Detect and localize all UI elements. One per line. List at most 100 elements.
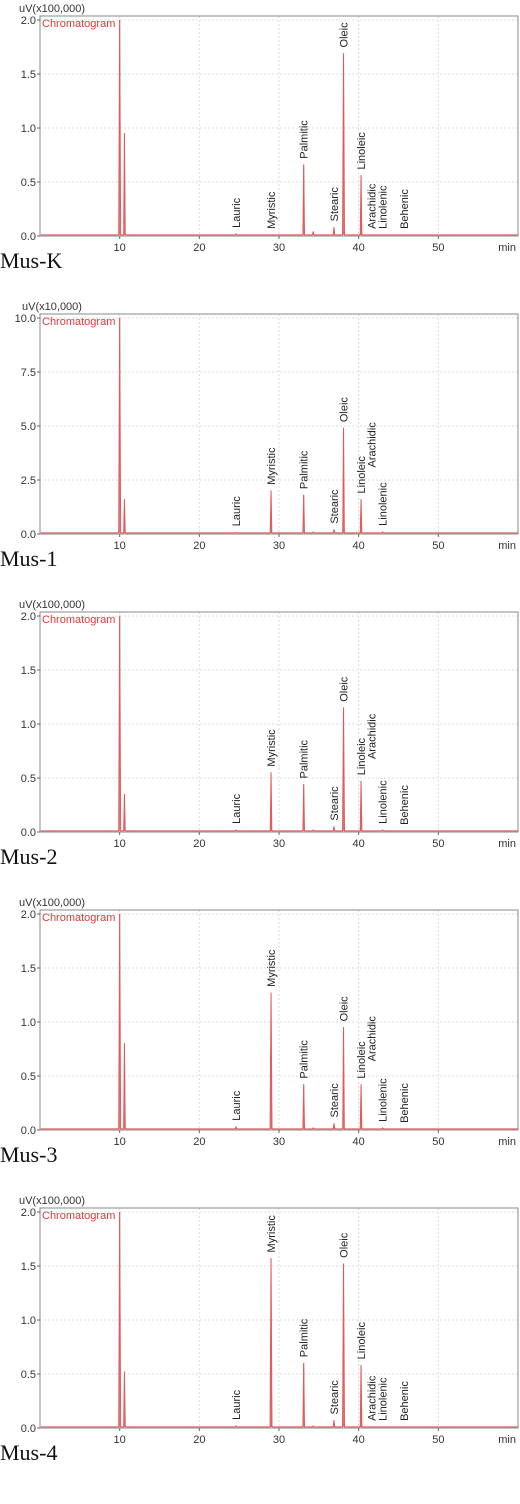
chromatogram-panel: 0.0 0.5 1.0 1.5 2.0 10 20 30 40 50 min uV(x100,000)…: [0, 1192, 520, 1490]
x-tick-label: 40: [353, 540, 365, 552]
peak-label: Linoleic: [356, 1322, 368, 1360]
y-tick-label: 1.0: [21, 1017, 36, 1029]
x-axis-label: min: [498, 540, 516, 552]
x-tick-label: 40: [353, 838, 365, 850]
y-tick-label: 1.5: [21, 665, 36, 677]
peak-label: Linolenic: [378, 780, 390, 824]
peak-label: Oleic: [339, 676, 351, 702]
y-tick-label: 0.0: [21, 231, 36, 243]
y-tick-label: 1.0: [21, 719, 36, 731]
peak-label: Palmitic: [299, 1040, 311, 1079]
x-axis-label: min: [498, 242, 516, 254]
x-tick-label: 50: [432, 838, 444, 850]
peak-label: Myristic: [266, 729, 278, 767]
peak-label: Arachidic: [366, 713, 378, 759]
peak-label: Lauric: [231, 1389, 243, 1419]
chart-svg: 0.0 0.5 1.0 1.5 2.0 10 20 30 40 50 min uV(x100,000)…: [19, 599, 519, 850]
sample-label: Mus-1: [0, 546, 58, 571]
y-unit-label: uV(x10,000): [22, 301, 82, 313]
y-tick-label: 5.0: [21, 421, 36, 433]
sample-label: Mus-4: [0, 1440, 58, 1465]
chromatogram-panel: 0.0 0.5 1.0 1.5 2.0 10 20 30 40 50 min uV(x100,000)…: [0, 596, 520, 894]
y-tick-label: 0.5: [21, 1369, 36, 1381]
x-tick-label: 10: [114, 1136, 126, 1148]
peak-label: Stearic: [329, 489, 341, 524]
y-tick-label: 0.5: [21, 177, 36, 189]
legend-label: Chromatogram: [42, 18, 115, 30]
peak-label: Oleic: [339, 22, 351, 48]
peak-label: Oleic: [339, 996, 351, 1022]
peak-label: Oleic: [339, 397, 351, 423]
y-tick-label: 2.0: [21, 15, 36, 27]
x-axis-label: min: [498, 1434, 516, 1446]
peak-label: Behenic: [399, 785, 411, 825]
y-tick-label: 0.5: [21, 1071, 36, 1083]
x-tick-label: 10: [114, 838, 126, 850]
peak-label: Behenic: [399, 1381, 411, 1421]
y-tick-label: 1.5: [21, 69, 36, 81]
chromatogram-trace: [40, 19, 518, 236]
x-tick-label: 50: [432, 1434, 444, 1446]
x-tick-label: 30: [273, 1434, 285, 1446]
peak-label: Linolenic: [378, 185, 390, 229]
legend-label: Chromatogram: [42, 614, 115, 626]
y-tick-label: 2.0: [21, 1207, 36, 1219]
peak-label: Myristic: [266, 1215, 278, 1253]
y-tick-label: 0.0: [21, 1423, 36, 1435]
peak-label: Arachidic: [366, 183, 378, 229]
peak-label: Behenic: [399, 1083, 411, 1123]
peak-label: Stearic: [329, 1083, 341, 1118]
peak-label: Linoleic: [356, 132, 368, 170]
x-tick-label: 50: [432, 1136, 444, 1148]
peak-label: Arachidic: [366, 422, 378, 468]
x-tick-label: 20: [193, 1434, 205, 1446]
peak-label: Lauric: [231, 793, 243, 823]
peak-label: Lauric: [231, 496, 243, 526]
peak-label: Myristic: [266, 447, 278, 485]
x-tick-label: 30: [273, 838, 285, 850]
x-tick-label: 10: [114, 1434, 126, 1446]
peak-label: Behenic: [399, 189, 411, 229]
legend-label: Chromatogram: [42, 1210, 115, 1222]
chromatogram-panel: 0.0 0.5 1.0 1.5 2.0 10 20 30 40 50 min uV(x100,000)…: [0, 0, 520, 298]
y-unit-label: uV(x100,000): [19, 599, 85, 611]
peak-label: Palmitic: [299, 450, 311, 489]
chromatogram-panel: 0.0 0.5 1.0 1.5 2.0 10 20 30 40 50 min uV(x100,000)…: [0, 894, 520, 1192]
peak-label: Stearic: [329, 786, 341, 821]
y-tick-label: 0.5: [21, 773, 36, 785]
x-tick-label: 30: [273, 540, 285, 552]
peak-label: Palmitic: [299, 739, 311, 778]
peak-label: Linolenic: [378, 1078, 390, 1122]
y-tick-label: 1.0: [21, 1315, 36, 1327]
y-tick-label: 1.0: [21, 123, 36, 135]
x-tick-label: 20: [193, 838, 205, 850]
sample-label: Mus-2: [0, 844, 58, 869]
y-tick-label: 2.0: [21, 909, 36, 921]
x-tick-label: 20: [193, 1136, 205, 1148]
peak-label: Lauric: [231, 1090, 243, 1120]
y-tick-label: 0.0: [21, 827, 36, 839]
peak-label: Stearic: [329, 1380, 341, 1415]
y-tick-label: 7.5: [21, 367, 36, 379]
y-unit-label: uV(x100,000): [19, 1195, 85, 1207]
sample-label: Mus-K: [0, 248, 63, 273]
peak-label: Linoleic: [356, 737, 368, 775]
chart-svg: 0.0 0.5 1.0 1.5 2.0 10 20 30 40 50 min uV(x100,000)…: [19, 3, 519, 254]
sample-label: Mus-3: [0, 1142, 58, 1167]
x-tick-label: 10: [114, 540, 126, 552]
legend-label: Chromatogram: [42, 316, 115, 328]
y-tick-label: 10.0: [15, 313, 36, 325]
x-tick-label: 20: [193, 242, 205, 254]
peak-label: Linoleic: [356, 456, 368, 494]
peak-label: Myristic: [266, 949, 278, 987]
y-tick-label: 1.5: [21, 963, 36, 975]
x-axis-label: min: [498, 838, 516, 850]
x-tick-label: 20: [193, 540, 205, 552]
peak-label: Palmitic: [299, 120, 311, 159]
chart-svg: 0.0 0.5 1.0 1.5 2.0 10 20 30 40 50 min uV(x100,000)…: [19, 1195, 519, 1446]
chromatogram-trace: [40, 1211, 518, 1428]
x-axis-label: min: [498, 1136, 516, 1148]
x-tick-label: 50: [432, 540, 444, 552]
y-unit-label: uV(x100,000): [19, 897, 85, 909]
chart-svg: 0.0 2.5 5.0 7.5 10.0 10 20 30 40 50 min uV(x10,000)…: [15, 301, 519, 552]
